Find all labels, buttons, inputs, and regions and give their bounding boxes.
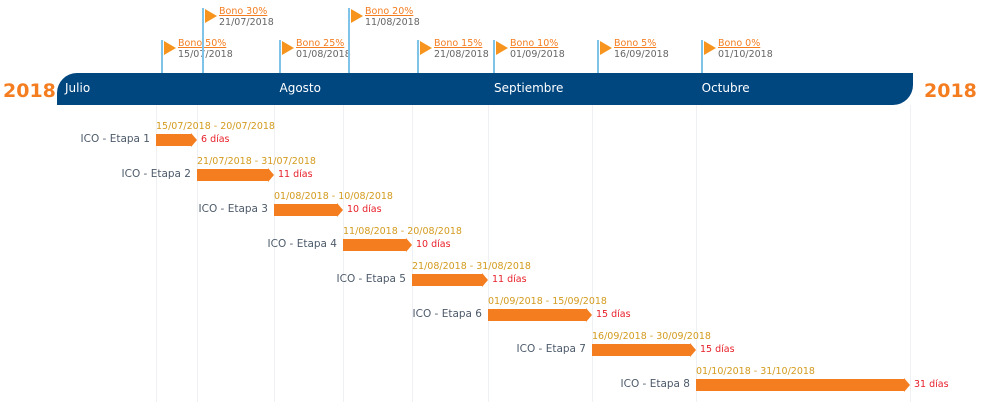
task-bar[interactable] [412,273,488,287]
task-duration: 10 días [416,239,451,250]
task-name: ICO - Etapa 4 [267,238,337,250]
milestone-label[interactable]: Bono 15% [434,38,483,49]
milestone-label[interactable]: Bono 10% [510,38,559,49]
timeline-axis [57,73,913,105]
milestone-date: 16/09/2018 [614,49,669,60]
task-duration: 11 días [492,274,527,285]
milestone-line [701,40,703,73]
flag-icon [600,41,612,55]
month-label: Julio [65,81,91,95]
task-bar[interactable] [343,238,412,252]
task-date-range: 15/07/2018 - 20/07/2018 [156,121,275,132]
flag-icon [205,9,217,23]
milestone-label[interactable]: Bono 5% [614,38,657,49]
task-date-range: 21/07/2018 - 31/07/2018 [197,156,316,167]
milestone-label[interactable]: Bono 30% [219,6,268,17]
milestone-label[interactable]: Bono 0% [718,38,761,49]
milestone-line [161,40,163,73]
milestone-date: 01/10/2018 [718,49,773,60]
task-bar[interactable] [696,378,910,392]
grid-line [910,105,911,402]
task-bar[interactable] [274,203,343,217]
task-date-range: 01/08/2018 - 10/08/2018 [274,191,393,202]
task-date-range: 11/08/2018 - 20/08/2018 [343,226,462,237]
milestone-line [279,40,281,73]
milestone-label[interactable]: Bono 25% [296,38,345,49]
milestone-label[interactable]: Bono 20% [365,6,414,17]
milestone-line [493,40,495,73]
task-bar[interactable] [488,308,592,322]
grid-line [592,105,593,402]
month-label: Septiembre [494,81,564,95]
grid-line [488,105,489,402]
flag-icon [704,41,716,55]
task-name: ICO - Etapa 8 [620,378,690,390]
grid-line [274,105,275,402]
task-bar[interactable] [197,168,274,182]
task-name: ICO - Etapa 5 [336,273,406,285]
task-duration: 10 días [347,204,382,215]
milestone-date: 11/08/2018 [365,17,420,28]
task-date-range: 01/10/2018 - 31/10/2018 [696,366,815,377]
grid-line [343,105,344,402]
flag-icon [164,41,176,55]
task-name: ICO - Etapa 1 [80,133,150,145]
grid-line [197,105,198,402]
milestone-date: 15/07/2018 [178,49,233,60]
milestone-date: 01/08/2018 [296,49,351,60]
grid-line [412,105,413,402]
grid-line [696,105,697,402]
task-bar[interactable] [592,343,696,357]
task-name: ICO - Etapa 3 [198,203,268,215]
task-duration: 6 días [201,134,230,145]
task-duration: 11 días [278,169,313,180]
task-name: ICO - Etapa 7 [516,343,586,355]
month-label: Octubre [701,81,750,95]
milestone-date: 21/07/2018 [219,17,274,28]
flag-icon [496,41,508,55]
milestone-line [202,8,204,73]
task-name: ICO - Etapa 2 [121,168,191,180]
grid-line [156,105,157,402]
flag-icon [351,9,363,23]
task-date-range: 01/09/2018 - 15/09/2018 [488,296,607,307]
year-left: 2018 [3,80,56,102]
task-duration: 31 días [914,379,949,390]
task-bar[interactable] [156,133,197,147]
milestone-date: 21/08/2018 [434,49,489,60]
flag-icon [282,41,294,55]
year-right: 2018 [924,80,977,102]
milestone-line [417,40,419,73]
flag-icon [420,41,432,55]
task-date-range: 21/08/2018 - 31/08/2018 [412,261,531,272]
task-date-range: 16/09/2018 - 30/09/2018 [592,331,711,342]
task-duration: 15 días [596,309,631,320]
task-name: ICO - Etapa 6 [412,308,482,320]
milestone-line [597,40,599,73]
milestone-date: 01/09/2018 [510,49,565,60]
milestone-line [348,8,350,73]
task-duration: 15 días [700,344,735,355]
month-label: Agosto [279,81,321,95]
